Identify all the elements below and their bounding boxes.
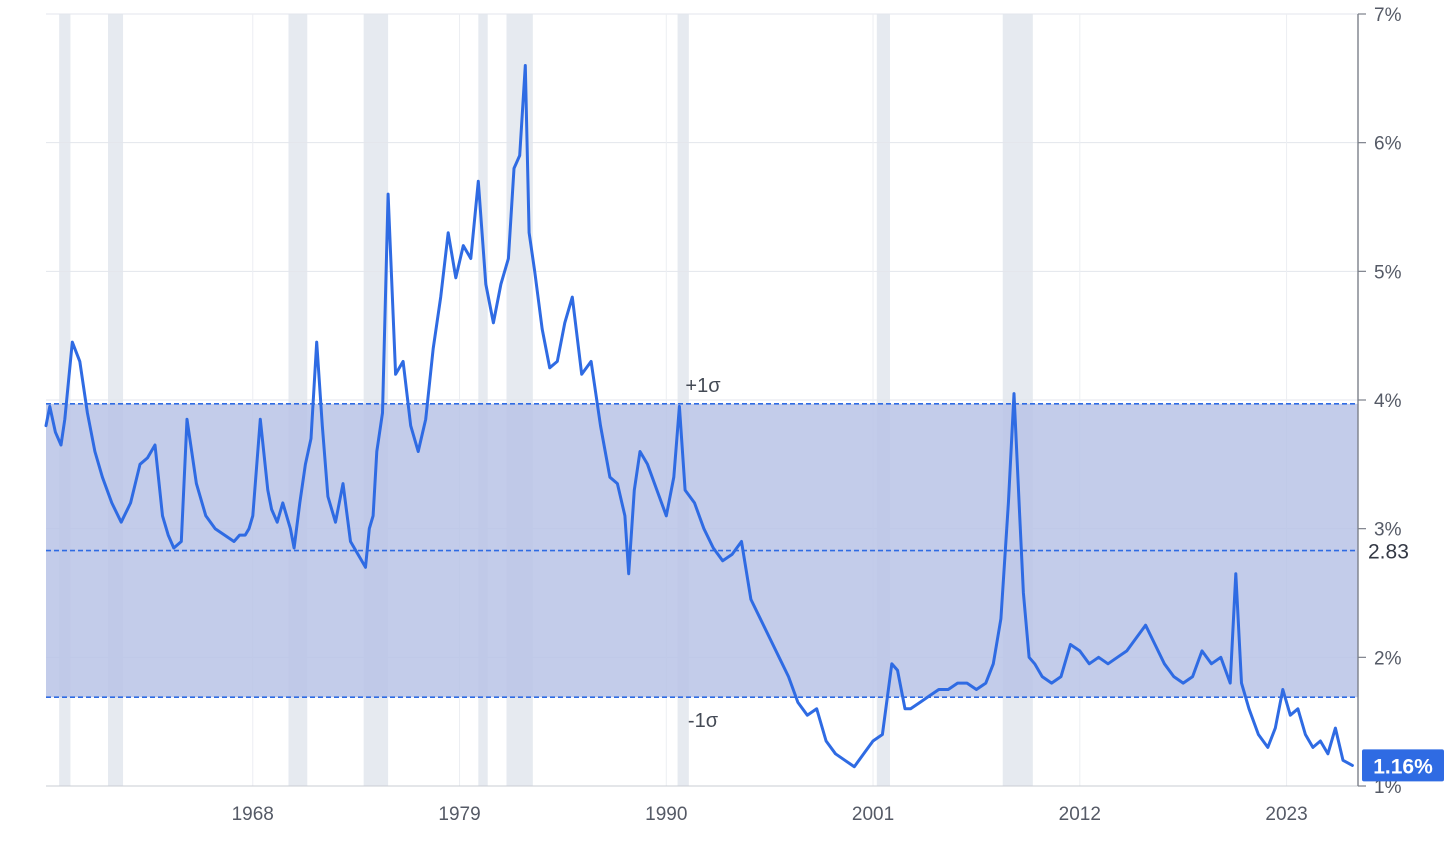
plus-one-sigma-label: +1σ [685,375,721,397]
y-tick-label: 1% [1374,777,1402,798]
last-value-label: 1.16% [1373,755,1433,778]
minus-one-sigma-label: -1σ [688,710,719,732]
x-tick-label: 1990 [645,804,687,825]
mean-label: 2.83 [1368,541,1409,564]
x-tick-label: 1979 [438,804,480,825]
x-tick-label: 2001 [852,804,894,825]
y-tick-label: 2% [1374,648,1402,669]
y-tick-label: 6% [1374,134,1402,155]
y-tick-label: 7% [1374,5,1402,26]
y-tick-label: 3% [1374,520,1402,541]
sigma-band [46,403,1358,699]
axes: 1% 2% 3% 4% 5% 6% 7% 1968 1979 1990 2001 2012 2023 [46,5,1402,825]
series-line [44,64,1354,769]
x-tick-label: 1968 [232,804,274,825]
x-tick-label: 2023 [1265,804,1307,825]
annotations: +1σ -1σ 2.83 1.16% [685,375,1444,782]
last-value-badge [1362,749,1444,782]
y-tick-label: 5% [1374,262,1402,283]
y-tick-label: 4% [1374,391,1402,412]
x-tick-label: 2012 [1059,804,1101,825]
data-line [44,64,1354,769]
